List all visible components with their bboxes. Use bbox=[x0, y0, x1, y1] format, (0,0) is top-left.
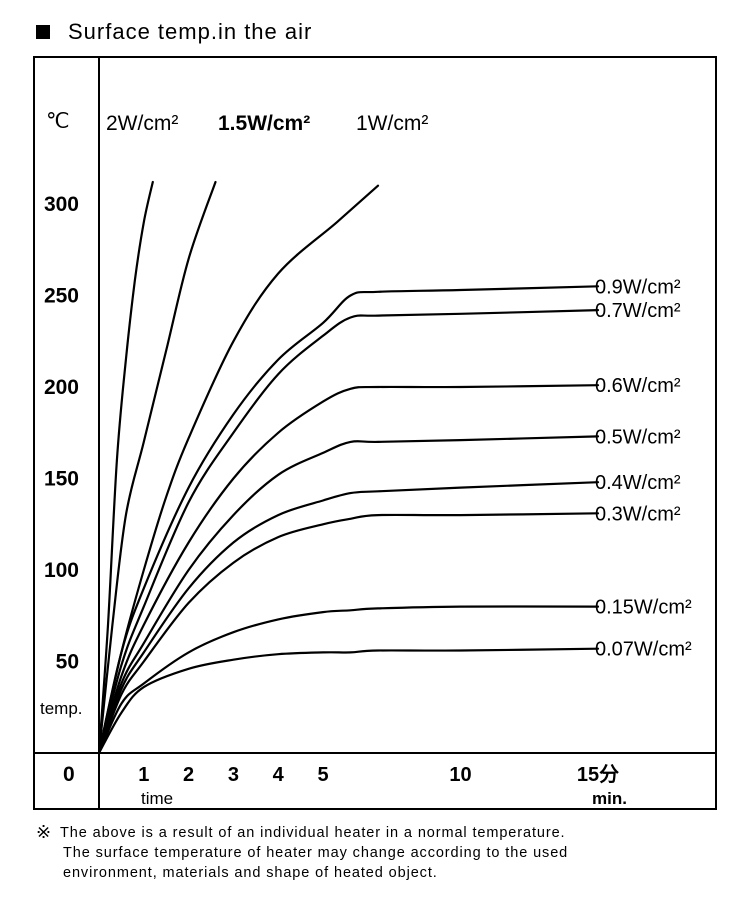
series-label-0-07wcm: 0.07W/cm² bbox=[595, 639, 692, 661]
curve-0-7wcm bbox=[97, 309, 600, 755]
series-label-0-7wcm: 0.7W/cm² bbox=[595, 300, 681, 322]
curve-0-07wcm bbox=[97, 647, 600, 755]
series-label-2wcm: 2W/cm² bbox=[106, 112, 178, 135]
curve-0-15wcm bbox=[97, 605, 600, 755]
x-origin-label: 0 bbox=[63, 763, 75, 786]
curve-0-9wcm bbox=[97, 285, 600, 755]
chart-frame bbox=[33, 56, 717, 810]
series-label-0-6wcm: 0.6W/cm² bbox=[595, 375, 681, 397]
x-tick-label-15: 15分 bbox=[577, 763, 619, 786]
x-tick-label-10: 10 bbox=[449, 764, 471, 786]
footnote-line-3: environment, materials and shape of heat… bbox=[63, 865, 438, 881]
curve-1-5wcm bbox=[97, 180, 217, 755]
x-tick-label-2: 2 bbox=[183, 764, 194, 786]
series-label-1-5wcm: 1.5W/cm² bbox=[218, 112, 310, 135]
y-tick-label-100: 100 bbox=[44, 559, 79, 582]
page-title: Surface temp.in the air bbox=[36, 17, 312, 47]
series-label-0-5wcm: 0.5W/cm² bbox=[595, 426, 681, 448]
y-tick-labels: 300 250 200 150 100 50 bbox=[44, 193, 79, 674]
series-label-1wcm: 1W/cm² bbox=[356, 112, 428, 135]
square-bullet-icon bbox=[36, 25, 50, 39]
x-tick-label-5: 5 bbox=[317, 764, 328, 786]
series-label-0-15wcm: 0.15W/cm² bbox=[595, 597, 692, 619]
surface-temp-chart: 300 250 200 150 100 50 1 2 3 4 5 10 15分 2W/cm² 1.5W/… bbox=[33, 56, 717, 810]
footnote-line-1: ※ The above is a result of an individual … bbox=[36, 822, 566, 842]
x-tick-label-1: 1 bbox=[138, 764, 149, 786]
curve-2wcm bbox=[97, 180, 154, 755]
footnote-line-2: The surface temperature of heater may ch… bbox=[63, 845, 569, 861]
y-tick-label-200: 200 bbox=[44, 376, 79, 399]
x-tick-labels: 1 2 3 4 5 10 15分 bbox=[138, 763, 619, 786]
y-tick-label-300: 300 bbox=[44, 193, 79, 216]
y-tick-label-250: 250 bbox=[44, 285, 79, 308]
curves-group bbox=[97, 180, 600, 755]
curve-0-6wcm bbox=[97, 384, 600, 755]
series-label-0-4wcm: 0.4W/cm² bbox=[595, 472, 681, 494]
reference-mark-icon: ※ bbox=[36, 822, 52, 842]
curve-0-4wcm bbox=[97, 481, 600, 755]
curve-0-3wcm bbox=[97, 512, 600, 755]
y-axis-title: temp. bbox=[40, 699, 83, 718]
y-tick-label-150: 150 bbox=[44, 468, 79, 491]
x-unit-label: min. bbox=[592, 789, 627, 808]
series-label-0-9wcm: 0.9W/cm² bbox=[595, 276, 681, 298]
y-unit-label: ℃ bbox=[46, 110, 70, 133]
series-label-0-3wcm: 0.3W/cm² bbox=[595, 503, 681, 525]
page-title-text: Surface temp.in the air bbox=[68, 19, 313, 44]
x-axis-title: time bbox=[141, 789, 173, 808]
y-tick-label-50: 50 bbox=[56, 651, 79, 674]
curve-1wcm bbox=[97, 184, 380, 755]
x-tick-label-3: 3 bbox=[228, 764, 239, 786]
footnote: ※ The above is a result of an individual … bbox=[36, 822, 726, 883]
curve-0-5wcm bbox=[97, 435, 600, 755]
x-tick-label-4: 4 bbox=[273, 764, 285, 786]
